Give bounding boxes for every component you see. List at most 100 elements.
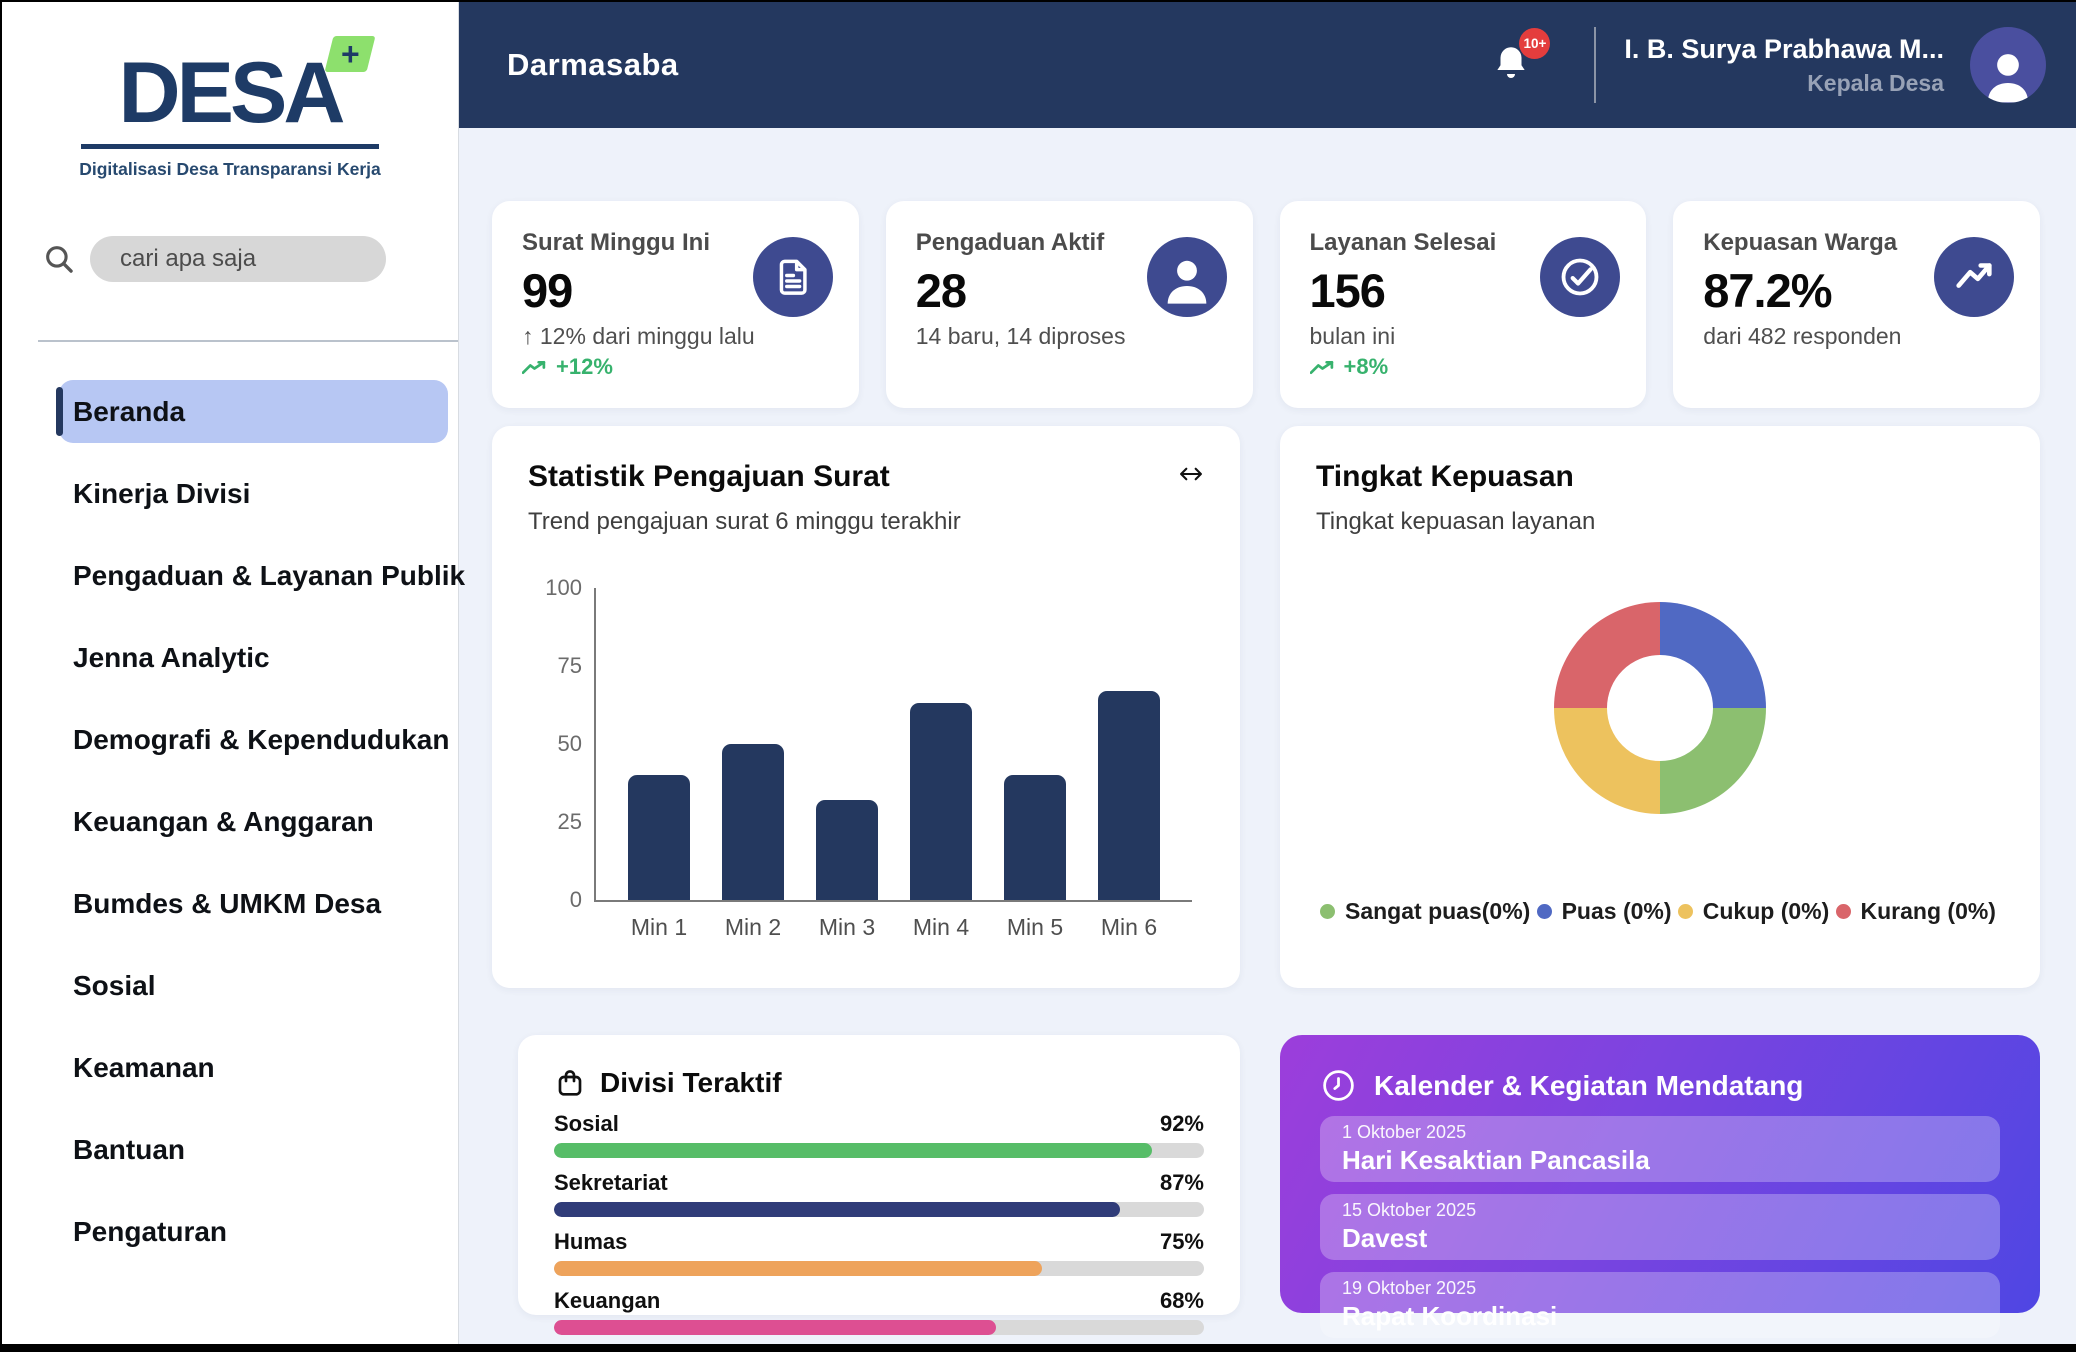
bar-chart-subtitle: Trend pengajuan surat 6 minggu terakhir [528,508,961,535]
stat-card-layanan-selesai: Layanan Selesai 156 bulan ini +8% [1279,201,1647,408]
sidebar-menu: Beranda Kinerja Divisi Pengaduan & Layanan… [2,380,466,1263]
sidebar-item-jenna-analytic[interactable]: Jenna Analytic [73,641,270,673]
donut-chart-card: Tingkat Kepuasan Tingkat kepuasan layana… [1280,426,2040,988]
divisi-row-humas: Humas 75% [554,1229,1204,1276]
main-content: Surat Minggu Ini 99 ↑ 12% dari minggu la… [459,128,2076,1344]
donut-chart [1554,602,1766,814]
x-axis-label-min-4: Min 4 [912,914,970,940]
divisi-label: Sekretariat [554,1170,668,1195]
calendar-event-hari-kesaktian-pancasila: 1 Oktober 2025 Hari Kesaktian Pancasila [1320,1116,2000,1182]
divisi-row-sekretariat: Sekretariat 87% [554,1170,1204,1217]
user-menu[interactable]: I. B. Surya Prabhawa M... Kepala Desa [1624,34,1944,97]
search-input[interactable]: cari apa saja [90,236,386,282]
legend-dot [1677,904,1693,919]
logo-tagline: Digitalisasi Desa Transparansi Kerja [79,159,381,179]
divisi-label: Sosial [554,1111,619,1136]
x-axis-label-min-3: Min 3 [818,914,876,940]
legend-dot [1835,904,1851,919]
stat-card-delta-value: +8% [1343,354,1389,379]
bar-column-min-1: Min 1 [628,588,690,940]
donut-chart-title: Tingkat Kepuasan [1316,460,1574,493]
sidebar-item-kinerja-divisi[interactable]: Kinerja Divisi [73,477,251,509]
sidebar-item-bumdes-umkm-desa[interactable]: Bumdes & UMKM Desa [73,887,382,919]
sidebar-item-keuangan-anggaran[interactable]: Keuangan & Anggaran [73,805,374,837]
stat-card-value: 87.2% [1703,264,1832,317]
bar-column-min-2: Min 2 [722,588,784,940]
event-name: Hari Kesaktian Pancasila [1342,1145,1650,1175]
clock-icon [1323,1070,1354,1101]
divisi-header: Divisi Teraktif [554,1067,1204,1099]
y-axis-tick-25: 25 [557,809,582,834]
bell-icon [1497,46,1526,78]
divisi-row-sosial: Sosial 92% [554,1111,1204,1158]
notification-badge: 10+ [1519,27,1551,59]
event-date: 1 Oktober 2025 [1342,1122,1467,1142]
x-axis-label-min-5: Min 5 [1006,914,1064,940]
user-role: Kepala Desa [1807,69,1944,96]
sidebar-item-keamanan[interactable]: Keamanan [73,1051,215,1083]
calendar-card: Kalender & Kegiatan Mendatang 1 Oktober … [1280,1035,2040,1338]
bottom-row: Divisi Teraktif Sosial 92% Sekretariat 87% H… [492,1035,2040,1338]
avatar[interactable] [1970,27,2046,103]
bar-chart-plot: 0 25 50 75 100 Min 1 Min 2 Min 3 Min 4 Min 5 Min 6 [545,575,1192,940]
logo-text: DESA [118,45,346,141]
bar-chart-title: Statistik Pengajuan Surat [528,460,890,493]
progress-fill [554,1143,1152,1158]
logo-plus-badge: + [324,36,376,72]
user-name: I. B. Surya Prabhawa M... [1624,33,1944,64]
sidebar-item-pengaturan[interactable]: Pengaturan [73,1215,228,1247]
logo-underline [81,144,379,149]
search-row: cari apa saja [2,236,458,282]
legend-item-kurang-0: Kurang (0%) [1835,898,1996,925]
stat-card-surat-minggu-ini: Surat Minggu Ini 99 ↑ 12% dari minggu la… [492,201,859,408]
sidebar-item-pengaduan-layanan-publik[interactable]: Pengaduan & Layanan Publik [73,559,466,591]
legend-item-sangat-puas-0: Sangat puas(0%) [1320,898,1530,925]
trending-up-icon [1934,237,2014,317]
top-bar-right: 10+ I. B. Surya Prabhawa M... Kepala Des… [1490,27,2046,103]
event-name: Davest [1342,1223,1428,1253]
calendar-event-davest: 15 Oktober 2025 Davest [1320,1194,2000,1260]
donut-hole [1607,655,1713,761]
event-name: Rapat Koordinasi [1342,1301,1558,1331]
calendar-event-rapat-koordinasi: 19 Oktober 2025 Rapat Koordinasi [1320,1272,2000,1338]
legend-label: Kurang (0%) [1860,898,1996,924]
donut-legend: Sangat puas(0%) Puas (0%) Cukup (0%) Kurang… [1320,898,1996,925]
divisi-row-keuangan: Keuangan 68% [554,1288,1204,1335]
sidebar-item-bantuan[interactable]: Bantuan [73,1133,185,1165]
search-icon [46,246,73,273]
bar-column-min-3: Min 3 [816,588,878,940]
charts-row: Statistik Pengajuan Surat Trend pengajua… [492,426,2040,988]
progress-track [554,1261,1204,1276]
stat-card-delta: +12% [522,354,829,380]
stat-card-value: 28 [915,264,967,317]
stat-card-title: Pengaduan Aktif [915,229,1105,256]
legend-label: Sangat puas(0%) [1345,898,1531,924]
event-date: 15 Oktober 2025 [1342,1200,1477,1220]
sidebar-item-sosial[interactable]: Sosial [73,969,156,1001]
sidebar-item-demografi-kependudukan[interactable]: Demografi & Kependudukan [73,723,450,755]
bar-column-min-6: Min 6 [1098,588,1160,940]
sidebar-item-beranda[interactable]: Beranda [56,380,448,443]
calendar-events: 1 Oktober 2025 Hari Kesaktian Pancasila 15… [1320,1116,2000,1338]
progress-fill [554,1202,1120,1217]
bar-column-min-4: Min 4 [910,588,972,940]
stat-card-sub: 14 baru, 14 diproses [915,323,1126,349]
sidebar-divider [38,340,458,342]
divisi-percent: 68% [1159,1288,1204,1313]
bar-min-6 [1098,690,1160,900]
check-circle-icon [1540,237,1621,317]
notifications-button[interactable]: 10+ [1490,27,1551,89]
trend-up-icon [1309,360,1333,374]
bar-column-min-5: Min 5 [1004,588,1066,940]
stat-card-value: 156 [1309,264,1386,317]
x-axis-label-min-2: Min 2 [724,914,782,940]
stat-card-delta: +8% [1309,354,1617,380]
bag-icon [558,1070,582,1096]
bar-min-3 [816,800,878,900]
stat-card-title: Kepuasan Warga [1703,229,1898,256]
divisi-teraktif-card: Divisi Teraktif Sosial 92% Sekretariat 87% H… [518,1035,1240,1335]
trend-up-icon [522,360,546,374]
expand-icon[interactable] [1172,460,1210,488]
bar-min-4 [910,703,972,900]
legend-item-cukup-0: Cukup (0%) [1677,898,1829,925]
